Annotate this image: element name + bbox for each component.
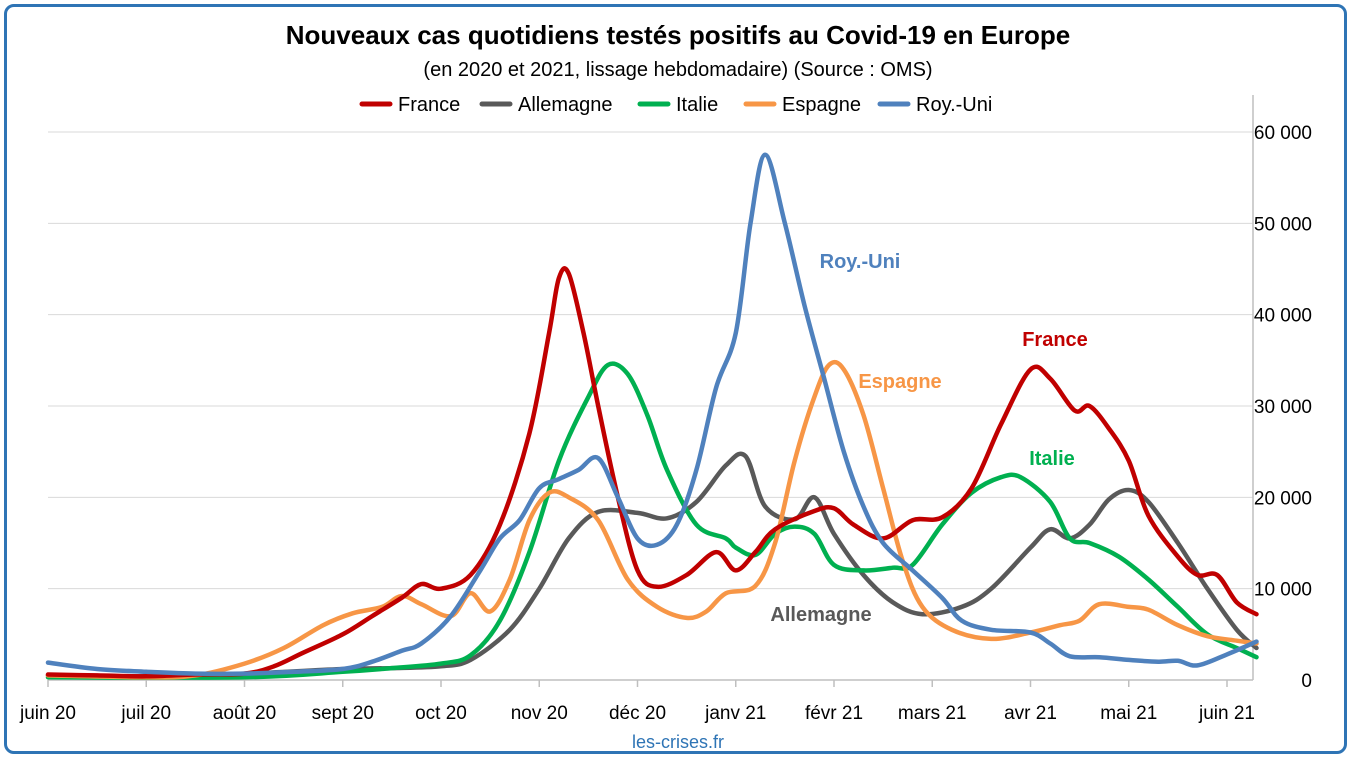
source-label: les-crises.fr [632,732,724,752]
y-axis-ticks: 0 10 000 20 000 30 000 40 000 50 000 60 000 [1254,123,1312,692]
annotation-label: Italie [1029,448,1075,470]
legend-label: France [398,94,460,116]
x-axis-ticks: juin 20 juil 20 août 20 sept 20 oct 20 nov 20… [19,680,1255,724]
x-tick-label: oct 20 [415,703,467,724]
y-tick-label: 30 000 [1254,397,1312,418]
y-tick-label: 60 000 [1254,123,1312,144]
annotation-label: Roy.-Uni [820,251,901,273]
x-tick-label: janv 21 [704,703,766,724]
legend-label: Allemagne [518,94,613,116]
annotation-label: France [1022,329,1088,351]
legend-label: Roy.-Uni [916,94,992,116]
x-tick-label: juin 21 [1198,703,1255,724]
series-line-allemagne [45,451,1259,679]
x-tick-label: mars 21 [898,703,967,724]
x-tick-label: déc 20 [609,703,666,724]
chart-frame [4,4,1347,754]
y-tick-label: 0 [1301,671,1312,692]
series-line-france [45,266,1259,679]
annotation-label: Espagne [858,371,941,393]
chart-subtitle: (en 2020 et 2021, lissage hebdomadaire) … [423,59,932,81]
x-tick-label: nov 20 [511,703,568,724]
y-tick-label: 50 000 [1254,214,1312,235]
x-tick-label: mai 21 [1100,703,1157,724]
series-line-italie [45,361,1259,680]
series-annotations: France Allemagne Italie Espagne Roy.-Uni [770,251,1087,626]
y-tick-label: 20 000 [1254,488,1312,509]
x-tick-label: sept 20 [312,703,374,724]
legend: France Allemagne Italie Espagne Roy.-Uni [359,94,992,116]
annotation-label: Allemagne [770,604,871,626]
x-tick-label: août 20 [213,703,276,724]
chart-title: Nouveaux cas quotidiens testés positifs … [286,20,1071,50]
legend-label: Espagne [782,94,861,116]
y-tick-label: 10 000 [1254,580,1312,601]
series-line-roy-uni [45,152,1259,677]
series-lines [45,152,1259,680]
y-tick-label: 40 000 [1254,306,1312,327]
legend-label: Italie [676,94,718,116]
x-tick-label: avr 21 [1004,703,1057,724]
x-tick-label: juin 20 [19,703,76,724]
x-tick-label: juil 20 [120,703,171,724]
gridlines [48,95,1254,681]
x-tick-label: févr 21 [805,703,863,724]
